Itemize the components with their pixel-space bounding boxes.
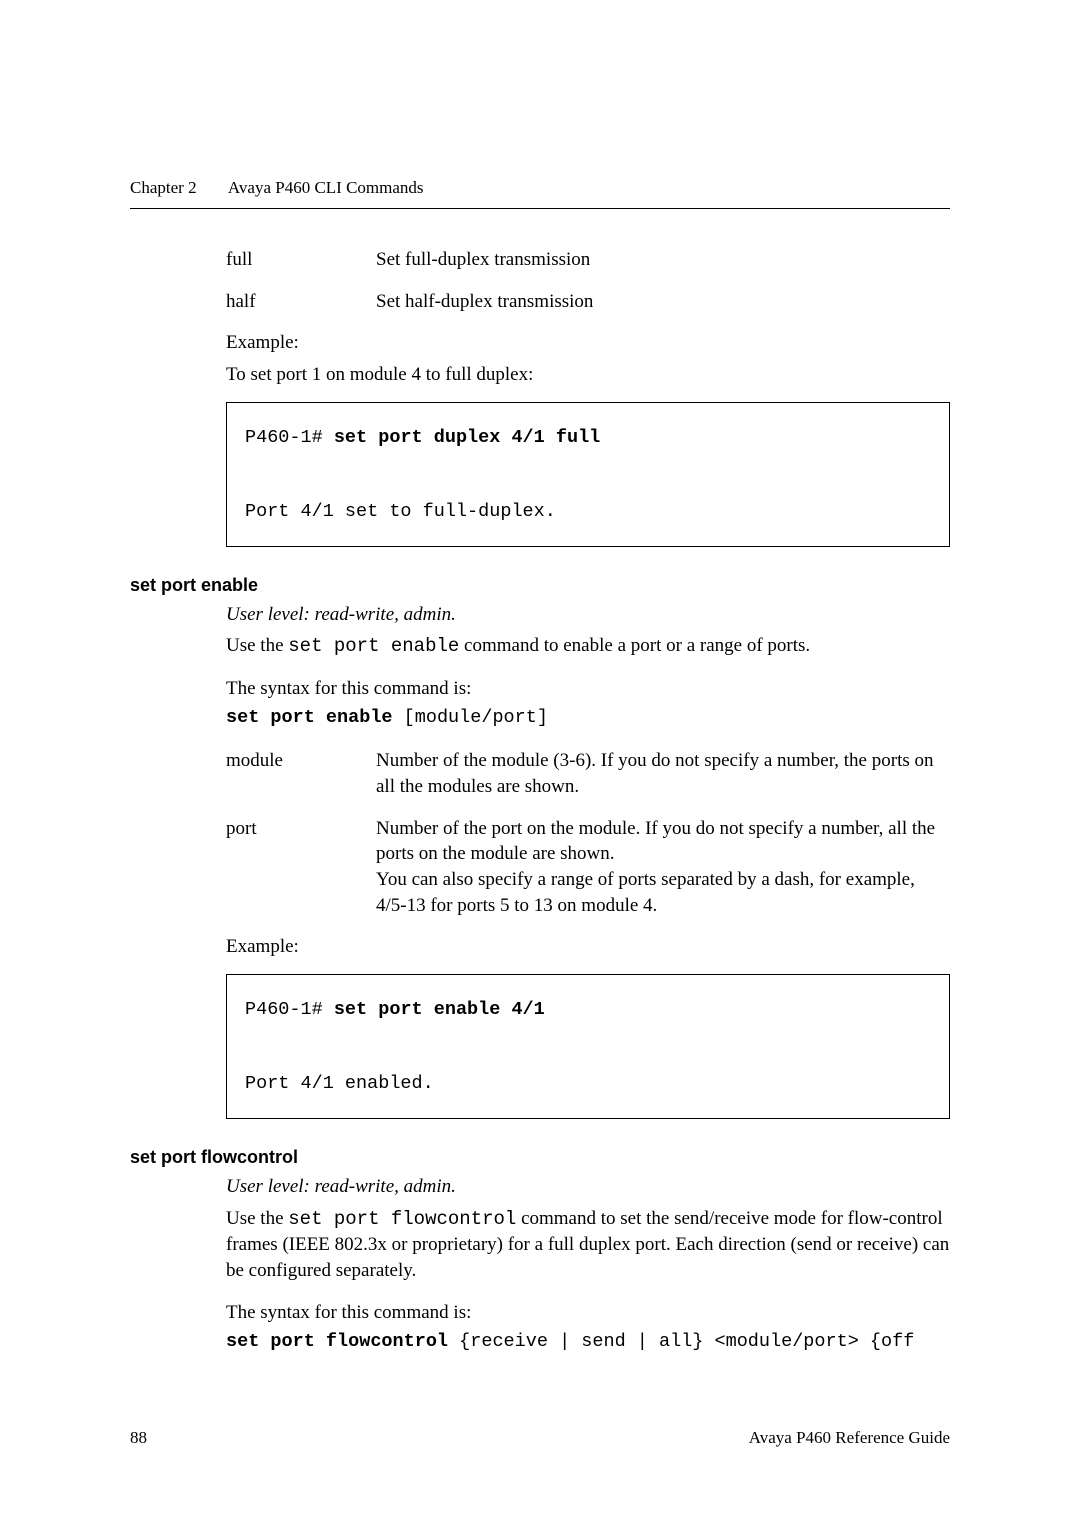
text: Use the xyxy=(226,1208,288,1229)
syntax-args: [module/port] xyxy=(393,707,548,728)
param-desc: Set half-duplex transmission xyxy=(376,289,950,331)
example-label: Example: xyxy=(226,934,950,960)
duplex-options-table: full Set full-duplex transmission half S… xyxy=(226,247,950,330)
param-desc: Number of the port on the module. If you… xyxy=(376,816,950,935)
enable-desc: Use the set port enable command to enabl… xyxy=(226,633,950,660)
flowcontrol-desc: Use the set port flowcontrol command to … xyxy=(226,1206,950,1284)
section-heading-enable: set port enable xyxy=(130,575,950,596)
table-row: full Set full-duplex transmission xyxy=(226,247,950,289)
command-output: Port 4/1 enabled. xyxy=(245,1073,434,1094)
param-term: module xyxy=(226,748,376,815)
duplex-options-block: full Set full-duplex transmission half S… xyxy=(226,247,950,547)
page: Chapter 2 Avaya P460 CLI Commands full S… xyxy=(0,0,1080,1528)
syntax-keyword: set port enable xyxy=(226,707,393,728)
syntax-label: The syntax for this command is: xyxy=(226,1300,950,1326)
table-row: module Number of the module (3-6). If yo… xyxy=(226,748,950,815)
table-row: port Number of the port on the module. I… xyxy=(226,816,950,935)
section-heading-flowcontrol: set port flowcontrol xyxy=(130,1147,950,1168)
header-rule xyxy=(130,208,950,209)
enable-params-table: module Number of the module (3-6). If yo… xyxy=(226,748,950,934)
example-label: Example: xyxy=(226,330,950,356)
param-term: half xyxy=(226,289,376,331)
inline-code: set port enable xyxy=(288,635,459,657)
chapter-title: Avaya P460 CLI Commands xyxy=(228,178,424,197)
chapter-number: Chapter 2 xyxy=(130,178,197,197)
text: command to enable a port or a range of p… xyxy=(459,635,810,656)
syntax-args: {receive | send | all} <module/port> {of… xyxy=(448,1331,914,1352)
enable-block: User level: read-write, admin. Use the s… xyxy=(226,602,950,1119)
page-footer: 88 Avaya P460 Reference Guide xyxy=(130,1428,950,1448)
command-output: Port 4/1 set to full-duplex. xyxy=(245,501,556,522)
param-desc: Set full-duplex transmission xyxy=(376,247,950,289)
syntax-line: set port flowcontrol {receive | send | a… xyxy=(226,1331,950,1352)
command-text: set port enable 4/1 xyxy=(334,999,545,1020)
user-level: User level: read-write, admin. xyxy=(226,1174,950,1200)
param-term: port xyxy=(226,816,376,935)
prompt: P460-1# xyxy=(245,427,334,448)
text: Use the xyxy=(226,635,288,656)
flowcontrol-block: User level: read-write, admin. Use the s… xyxy=(226,1174,950,1352)
doc-title: Avaya P460 Reference Guide xyxy=(749,1428,950,1448)
code-block-duplex: P460-1# set port duplex 4/1 full Port 4/… xyxy=(226,402,950,547)
command-text: set port duplex 4/1 full xyxy=(334,427,600,448)
param-term: full xyxy=(226,247,376,289)
running-head: Chapter 2 Avaya P460 CLI Commands xyxy=(130,178,950,198)
table-row: half Set half-duplex transmission xyxy=(226,289,950,331)
syntax-line: set port enable [module/port] xyxy=(226,707,950,728)
code-block-enable: P460-1# set port enable 4/1 Port 4/1 ena… xyxy=(226,974,950,1119)
param-desc: Number of the module (3-6). If you do no… xyxy=(376,748,950,815)
example-intro: To set port 1 on module 4 to full duplex… xyxy=(226,362,950,388)
user-level: User level: read-write, admin. xyxy=(226,602,950,628)
prompt: P460-1# xyxy=(245,999,334,1020)
syntax-keyword: set port flowcontrol xyxy=(226,1331,448,1352)
syntax-label: The syntax for this command is: xyxy=(226,676,950,702)
inline-code: set port flowcontrol xyxy=(288,1208,516,1230)
page-number: 88 xyxy=(130,1428,147,1448)
